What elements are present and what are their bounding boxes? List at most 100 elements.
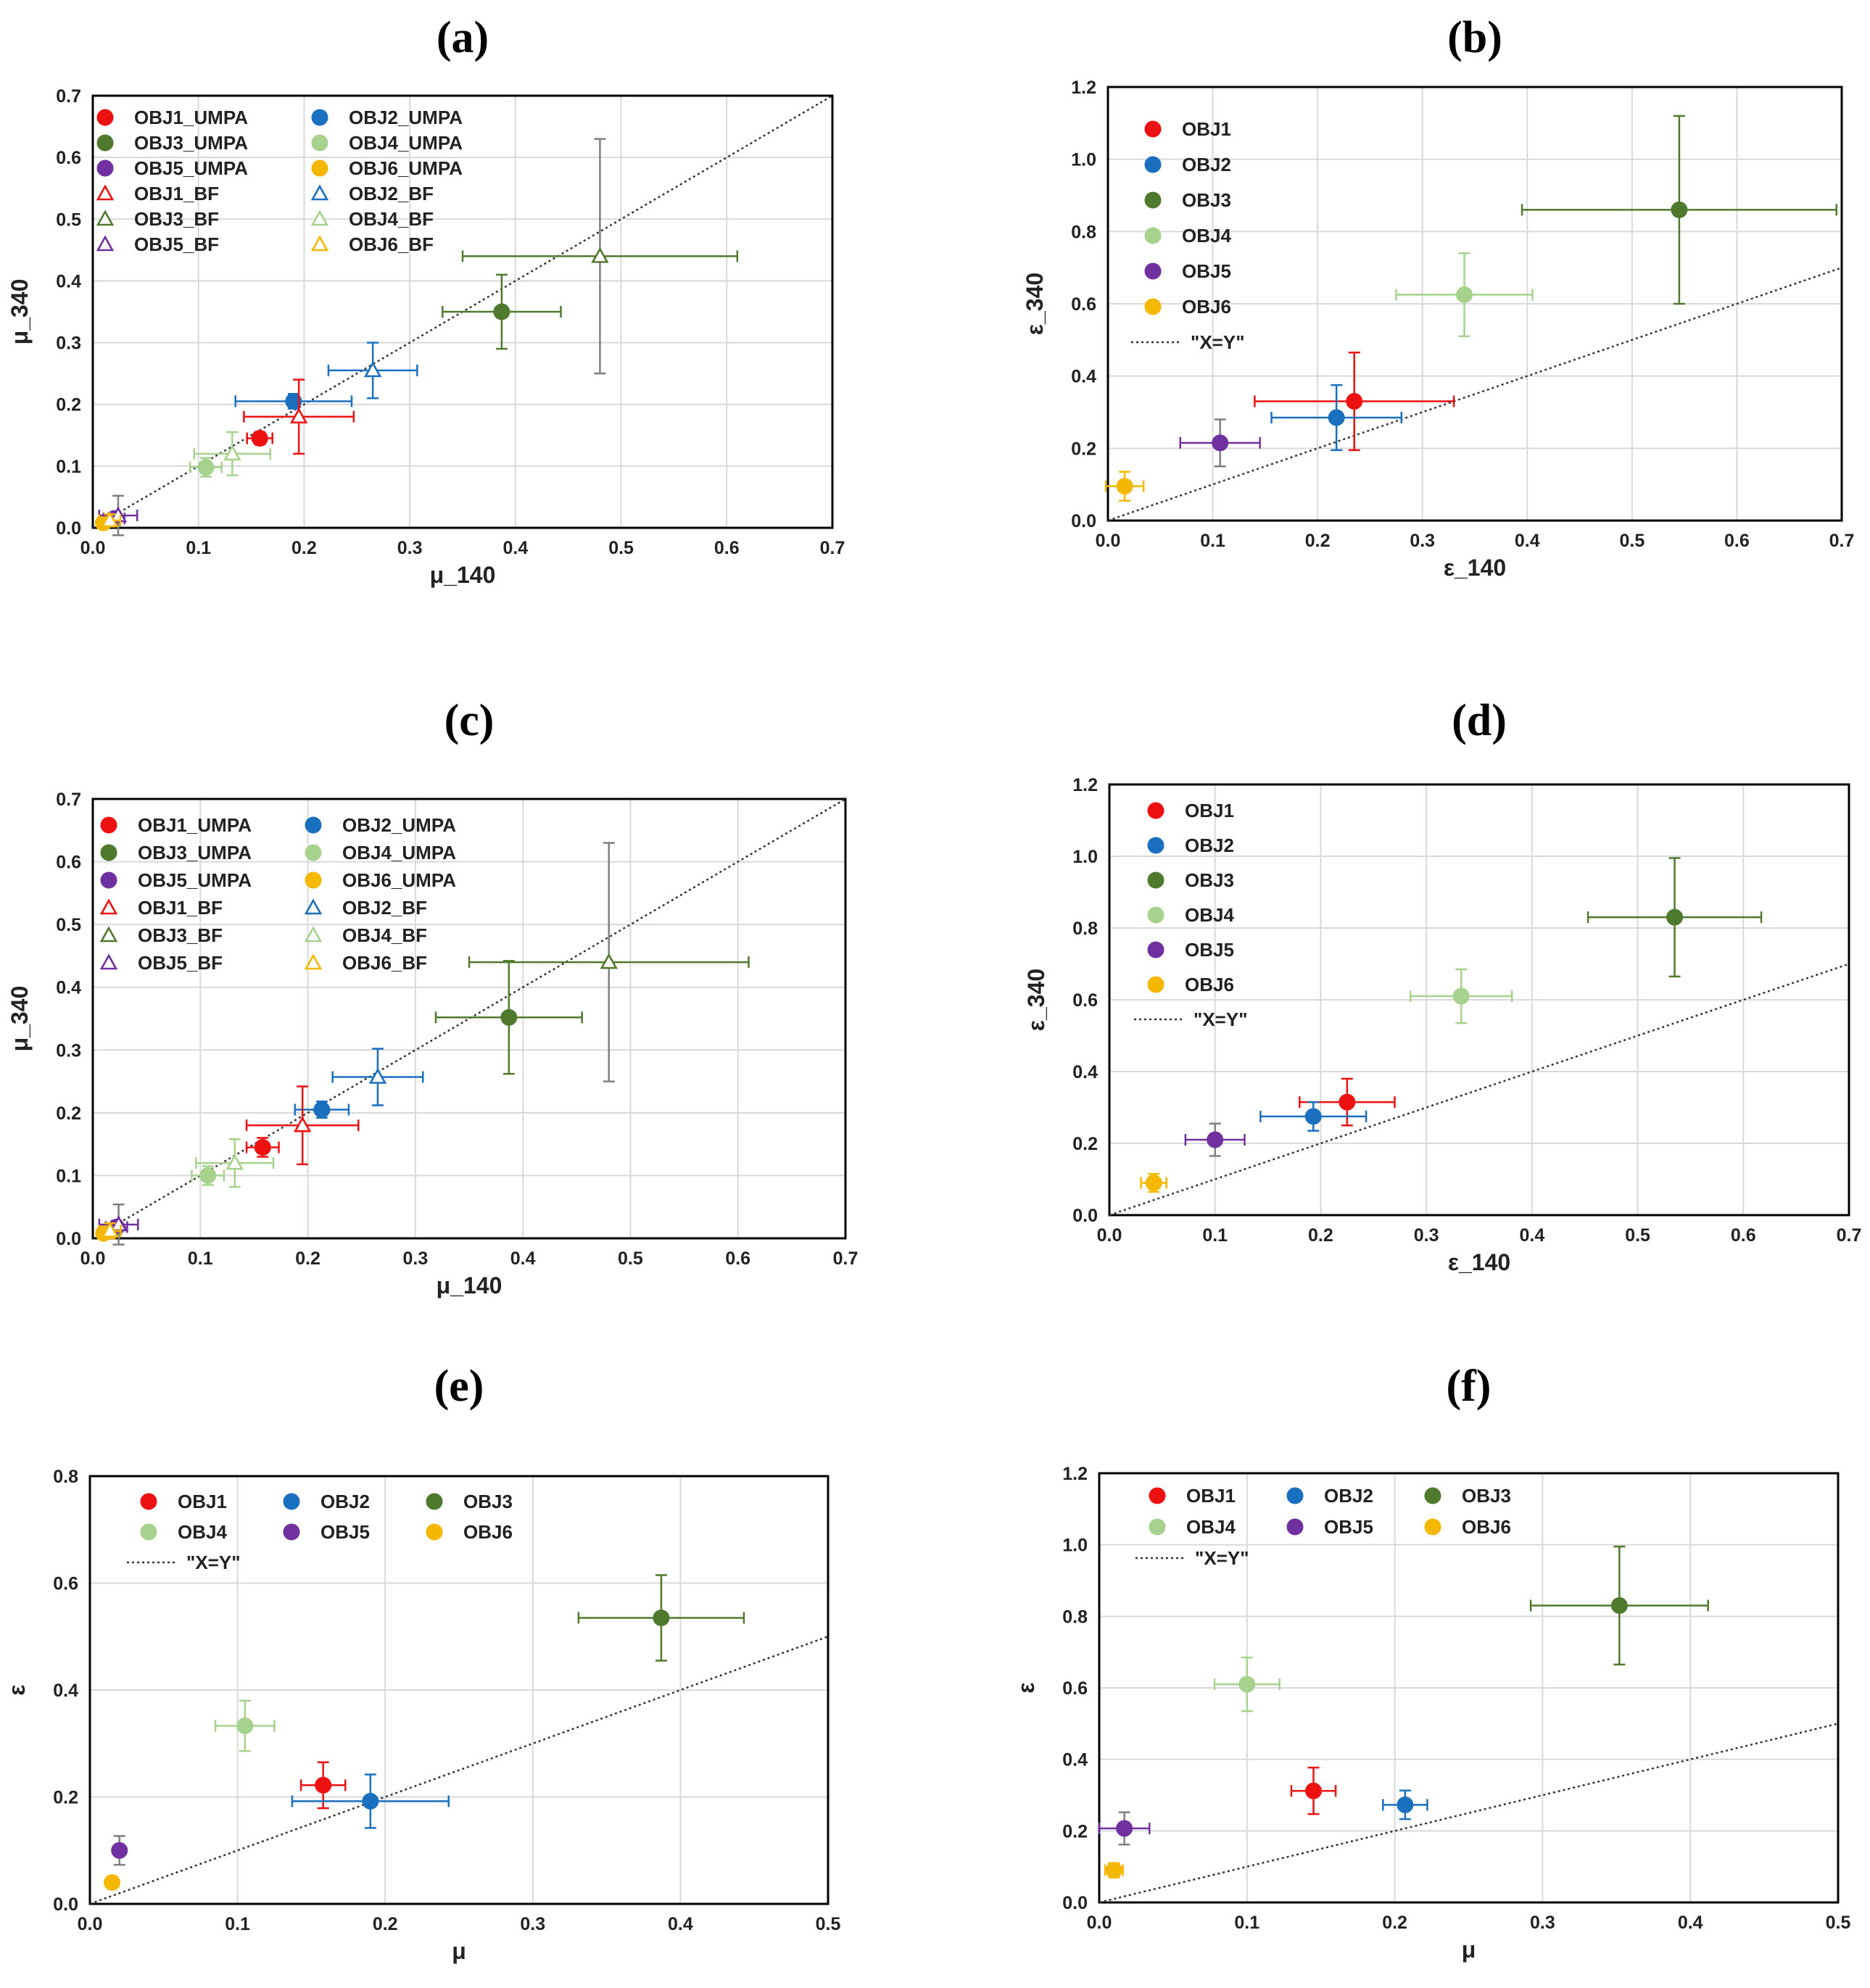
legend-item: OBJ6_UMPA <box>311 157 463 179</box>
x-tick-label: 0.2 <box>1308 1225 1333 1246</box>
legend-item: OBJ5_BF <box>96 233 219 255</box>
data-marker <box>313 1101 331 1119</box>
y-tick-label: 0.6 <box>56 853 81 873</box>
y-tick-label: 0.8 <box>1071 222 1096 242</box>
y-tick-label: 0.2 <box>53 1788 78 1808</box>
identity-line <box>1109 963 1850 1217</box>
chart-panel-a: (a) 0.0 0.1 0.2 0.3 0.4 0.5 0.6 0.7 0.0 0.1 0.2 0.3 0… <box>7 13 845 588</box>
data-marker <box>285 392 302 410</box>
x-axis-title: μ_140 <box>430 562 496 588</box>
legend-label: "X=Y" <box>186 1552 241 1573</box>
y-tick-label: 0.6 <box>56 148 81 168</box>
data-marker <box>1305 1782 1323 1799</box>
legend-item: OBJ5 <box>1147 939 1234 961</box>
data-point-obj3-bf <box>461 138 739 375</box>
x-tick-label: 0.3 <box>397 538 423 558</box>
x-tick-label: 0.0 <box>80 1248 106 1269</box>
legend-swatch <box>305 871 322 889</box>
legend-swatch <box>1286 1518 1304 1536</box>
chart-panel-d: (d) 0.0 0.1 0.2 0.3 0.4 0.5 0.6 0.7 0.0 0.2 0.4 0.6 0… <box>1023 696 1861 1275</box>
legend-label: OBJ6_BF <box>342 952 427 974</box>
data-point-obj1-bf <box>243 378 355 455</box>
y-tick-label: 0.1 <box>56 457 81 477</box>
legend-swatch <box>311 109 328 126</box>
data-point-obj4 <box>1395 252 1534 338</box>
legend-item: OBJ5 <box>283 1521 370 1543</box>
legend-label: OBJ4 <box>1185 904 1234 926</box>
plot-frame <box>1106 86 1843 522</box>
legend-label: OBJ1_BF <box>138 897 223 919</box>
y-tick-label: 0.0 <box>56 518 81 539</box>
legend-item: OBJ4 <box>1149 1516 1236 1538</box>
data-point-obj3-umpa <box>442 273 562 350</box>
legend-label: OBJ2 <box>320 1491 370 1512</box>
legend-item: OBJ4_BF <box>310 208 434 230</box>
y-tick-label: 0.4 <box>1062 1750 1088 1770</box>
x-axis-title: ε_140 <box>1448 1249 1510 1275</box>
x-tick-label: 0.2 <box>1382 1913 1407 1933</box>
x-tick-label: 0.1 <box>1234 1913 1259 1933</box>
legend-swatch <box>283 1523 300 1541</box>
legend-swatch <box>99 926 118 943</box>
legend-item: "X=Y" <box>1134 1009 1248 1030</box>
legend-swatch <box>1149 1487 1166 1504</box>
legend-item: "X=Y" <box>1135 1547 1249 1569</box>
y-axis-title: ε_340 <box>1022 273 1048 335</box>
y-tick-label: 0.3 <box>56 1040 81 1061</box>
legend-item: OBJ2_BF <box>304 897 427 919</box>
legend-swatch <box>304 898 323 915</box>
legend-swatch <box>99 898 118 915</box>
data-marker <box>104 1874 121 1891</box>
x-tick-label: 0.2 <box>373 1914 398 1934</box>
legend-label: OBJ6_UMPA <box>349 157 463 179</box>
legend-label: OBJ5 <box>1182 260 1231 282</box>
legend-label: OBJ3 <box>1462 1485 1511 1507</box>
data-point-obj2 <box>1270 384 1403 452</box>
x-tick-label: 0.0 <box>1096 531 1121 551</box>
data-point-obj1-bf <box>245 1085 360 1166</box>
x-tick-label: 0.4 <box>502 538 528 558</box>
x-tick-label: 0.7 <box>833 1248 859 1269</box>
x-axis-title: μ <box>452 1938 466 1964</box>
legend-swatch <box>1147 941 1164 958</box>
x-tick-label: 0.0 <box>1097 1225 1122 1246</box>
chart-panel-b: (b) 0.0 0.1 0.2 0.3 0.4 0.5 0.6 0.7 0.0 0.2 0.4 0.6 0… <box>1022 13 1854 581</box>
legend-item: OBJ6_BF <box>304 952 427 974</box>
data-point-obj6 <box>1104 471 1145 502</box>
y-tick-label: 0.0 <box>1072 1206 1098 1226</box>
legend-item: OBJ3 <box>1144 189 1231 211</box>
y-axis-title: ε_340 <box>1023 969 1049 1031</box>
data-marker <box>1212 434 1229 452</box>
data-point-obj2-bf <box>327 341 418 399</box>
legend-label: "X=Y" <box>1195 1547 1249 1569</box>
data-marker <box>111 1842 128 1859</box>
legend-label: OBJ5 <box>1324 1516 1373 1538</box>
legend-swatch <box>140 1523 157 1541</box>
y-tick-label: 0.4 <box>56 271 81 291</box>
data-point-obj4-bf <box>195 1138 275 1188</box>
x-tick-label: 0.7 <box>820 538 845 558</box>
y-tick-label: 0.6 <box>53 1574 78 1594</box>
y-tick-label: 0.2 <box>56 395 81 415</box>
data-marker <box>236 1717 254 1734</box>
data-marker <box>1339 1093 1356 1111</box>
legend-item: OBJ3_UMPA <box>96 132 248 154</box>
legend-item: OBJ4_UMPA <box>311 132 463 154</box>
legend-label: OBJ6 <box>1185 974 1234 995</box>
data-point-obj5-bf <box>98 494 138 537</box>
y-tick-label: 0.6 <box>1071 294 1096 315</box>
data-marker <box>362 1792 379 1810</box>
x-tick-label: 0.1 <box>225 1914 250 1934</box>
y-axis-title: μ_340 <box>7 279 33 345</box>
identity-line <box>92 798 846 1240</box>
data-marker <box>1145 1174 1162 1191</box>
data-point-obj3 <box>1521 115 1838 305</box>
x-tick-label: 0.5 <box>1619 531 1644 551</box>
legend-label: OBJ3 <box>463 1491 513 1512</box>
data-marker <box>1666 908 1684 926</box>
legend-label: OBJ4 <box>178 1521 227 1543</box>
legend-label: OBJ2_BF <box>349 183 434 204</box>
legend-label: OBJ5_UMPA <box>138 869 252 891</box>
data-point-obj1-umpa <box>246 430 273 447</box>
panel-label: (a) <box>437 13 489 62</box>
